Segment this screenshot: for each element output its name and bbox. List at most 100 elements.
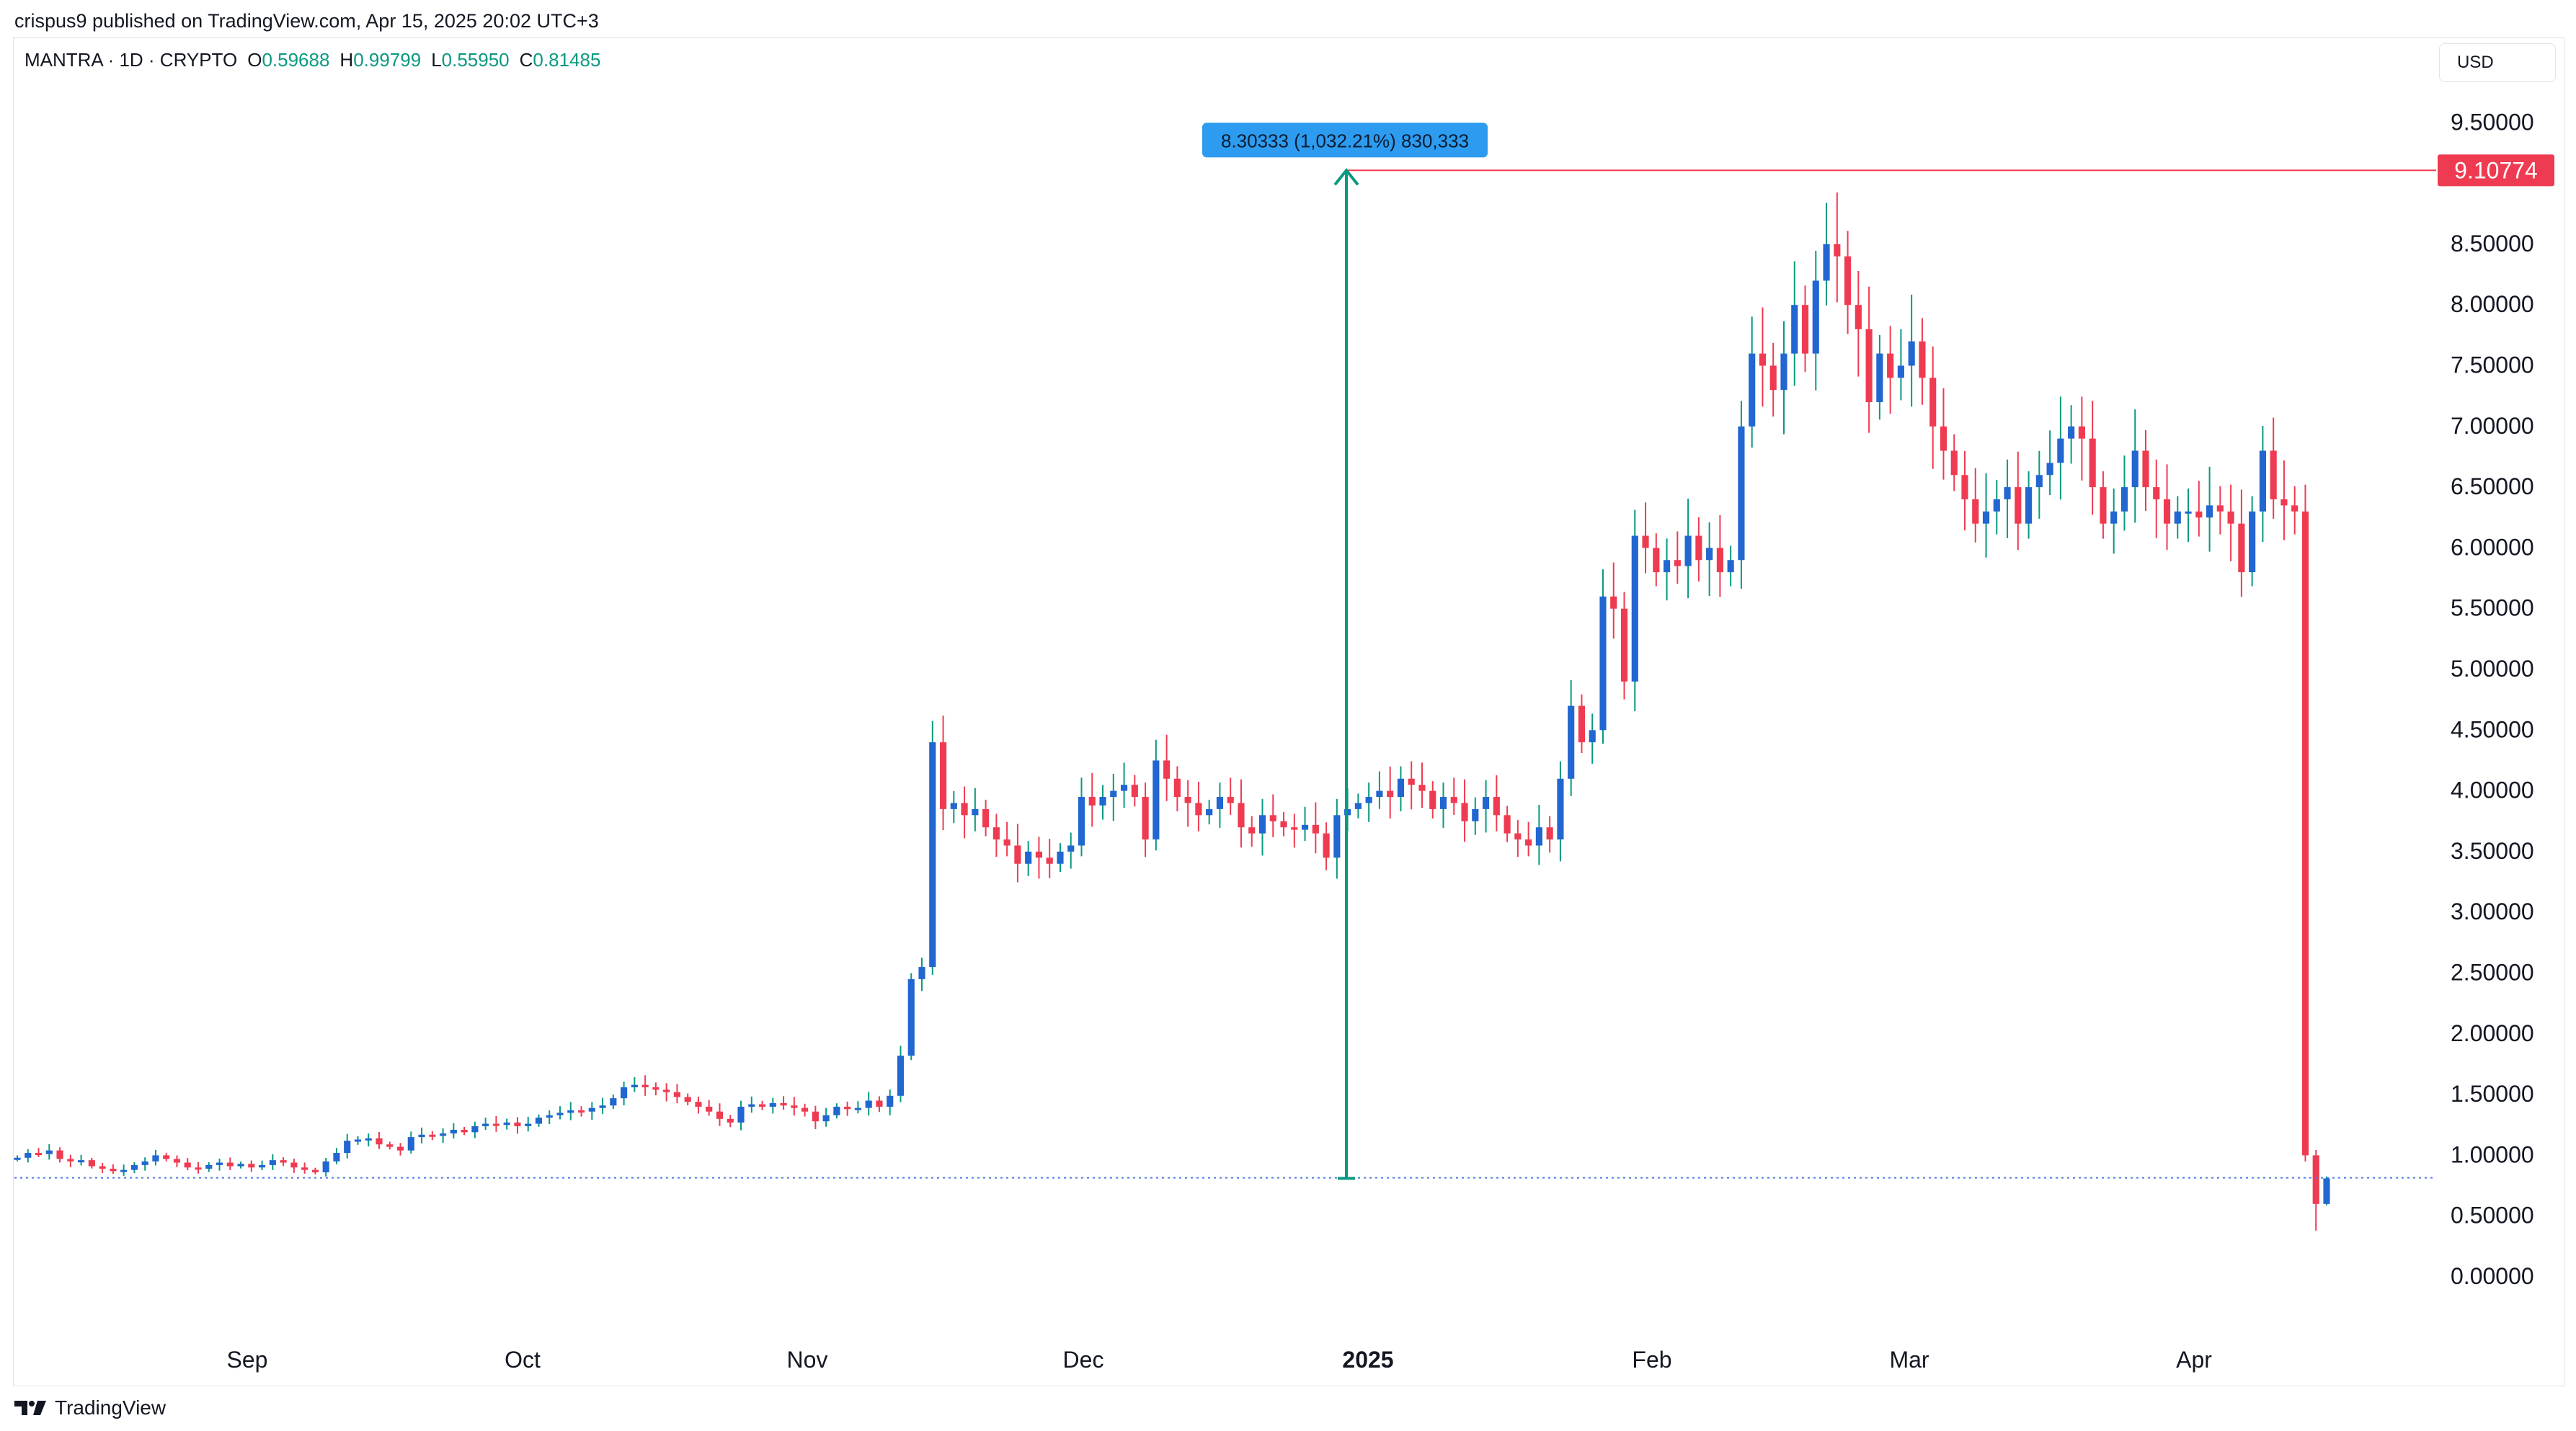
candle-body bbox=[2270, 450, 2277, 499]
candle-body bbox=[2046, 463, 2053, 476]
candle-body bbox=[2078, 426, 2085, 439]
y-tick-label: 6.00000 bbox=[2451, 534, 2534, 560]
candle-body bbox=[1514, 833, 1522, 840]
currency-button[interactable]: USD bbox=[2439, 43, 2556, 82]
candle-body bbox=[471, 1125, 479, 1133]
candle-body bbox=[599, 1105, 606, 1108]
candle-body bbox=[833, 1106, 840, 1115]
y-tick-label: 7.50000 bbox=[2451, 352, 2534, 378]
candle-body bbox=[1025, 851, 1032, 864]
y-tick-label: 2.50000 bbox=[2451, 960, 2534, 986]
y-tick-label: 3.50000 bbox=[2451, 838, 2534, 864]
close-label: C bbox=[519, 49, 533, 71]
candle-body bbox=[1759, 353, 1767, 366]
y-tick-label: 3.00000 bbox=[2451, 899, 2534, 924]
candle-body bbox=[876, 1100, 883, 1107]
tradingview-logo[interactable]: TradingView bbox=[14, 1396, 166, 1419]
candle-body bbox=[801, 1107, 809, 1112]
candle-body bbox=[1152, 760, 1160, 840]
candle-body bbox=[2057, 438, 2064, 463]
candle-body bbox=[844, 1106, 851, 1110]
candle-body bbox=[1897, 365, 1904, 378]
candle-body bbox=[1408, 778, 1415, 785]
candle-body bbox=[2153, 487, 2160, 499]
measure-arrow-head bbox=[1333, 168, 1359, 186]
candle-body bbox=[173, 1159, 181, 1163]
candle-body bbox=[2238, 523, 2245, 573]
y-tick-label: 7.00000 bbox=[2451, 413, 2534, 439]
candle-body bbox=[1439, 797, 1447, 809]
candle-body bbox=[130, 1164, 138, 1170]
candle-body bbox=[482, 1123, 489, 1126]
candle-body bbox=[2206, 505, 2213, 518]
candle-body bbox=[525, 1123, 532, 1126]
candle-body bbox=[1003, 839, 1011, 846]
candle-body bbox=[769, 1102, 776, 1107]
candle-body bbox=[1120, 785, 1128, 791]
candle-body bbox=[45, 1150, 53, 1154]
candle-body bbox=[2120, 487, 2128, 512]
candle-body bbox=[2004, 487, 2011, 499]
y-tick-label: 6.50000 bbox=[2451, 473, 2534, 499]
candle-body bbox=[2195, 511, 2203, 518]
candle-body bbox=[386, 1144, 394, 1147]
candle-body bbox=[1387, 790, 1394, 798]
x-tick-label: Oct bbox=[505, 1347, 541, 1373]
publish-info: crispus9 published on TradingView.com, A… bbox=[14, 10, 599, 32]
candle-body bbox=[1354, 803, 1362, 809]
candle-body bbox=[1184, 797, 1191, 803]
x-tick-label: Mar bbox=[1889, 1347, 1929, 1373]
candle-body bbox=[2163, 499, 2171, 524]
candle-body bbox=[2110, 511, 2118, 524]
measure-label-box bbox=[1202, 122, 1488, 158]
candle-body bbox=[546, 1115, 553, 1118]
candle-body bbox=[120, 1169, 128, 1172]
candle-body bbox=[1578, 705, 1586, 743]
candle-body bbox=[1238, 803, 1245, 828]
candle-body bbox=[269, 1160, 276, 1165]
candle-body bbox=[1493, 797, 1500, 816]
candle-body bbox=[1099, 797, 1106, 806]
candle-body bbox=[2291, 505, 2299, 512]
tradingview-logo-icon bbox=[14, 1401, 46, 1415]
candle-body bbox=[1046, 857, 1053, 864]
y-tick-label: 5.50000 bbox=[2451, 595, 2534, 621]
candle-body bbox=[1887, 353, 1894, 378]
candle-body bbox=[1961, 475, 1968, 499]
candle-body bbox=[727, 1118, 734, 1123]
candle-body bbox=[950, 803, 957, 809]
candle-body bbox=[376, 1138, 383, 1145]
candle-body bbox=[961, 803, 968, 816]
candle-body bbox=[440, 1133, 447, 1136]
candle-body bbox=[1418, 785, 1426, 791]
candle-body bbox=[2100, 487, 2107, 524]
x-tick-label: Feb bbox=[1632, 1347, 1671, 1373]
candle-body bbox=[1620, 608, 1628, 682]
candle-body bbox=[1014, 845, 1021, 864]
candle-body bbox=[939, 742, 947, 809]
candle-body bbox=[1674, 560, 1681, 566]
candle-body bbox=[854, 1107, 862, 1110]
x-tick-label: Nov bbox=[787, 1347, 828, 1373]
candle-body bbox=[1844, 256, 1852, 306]
candle-body bbox=[1631, 535, 1638, 682]
candle-body bbox=[1599, 596, 1607, 731]
candle-body bbox=[2025, 487, 2033, 524]
candle-body bbox=[780, 1102, 787, 1106]
candle-body bbox=[503, 1122, 510, 1125]
candle-body bbox=[982, 808, 990, 828]
candle-body bbox=[1568, 705, 1575, 779]
symbol-name[interactable]: MANTRA · 1D · CRYPTO bbox=[25, 49, 238, 71]
candle-body bbox=[2035, 475, 2043, 488]
candle-body bbox=[631, 1084, 638, 1087]
y-tick-label: 4.50000 bbox=[2451, 716, 2534, 742]
candle-body bbox=[1684, 535, 1692, 566]
candle-body bbox=[1301, 824, 1309, 830]
candle-body bbox=[1557, 778, 1564, 840]
candle-body bbox=[1429, 790, 1436, 809]
candle-body bbox=[110, 1168, 117, 1172]
candle-body bbox=[1461, 803, 1468, 821]
candle-body bbox=[1727, 560, 1734, 573]
candle-body bbox=[14, 1157, 21, 1160]
